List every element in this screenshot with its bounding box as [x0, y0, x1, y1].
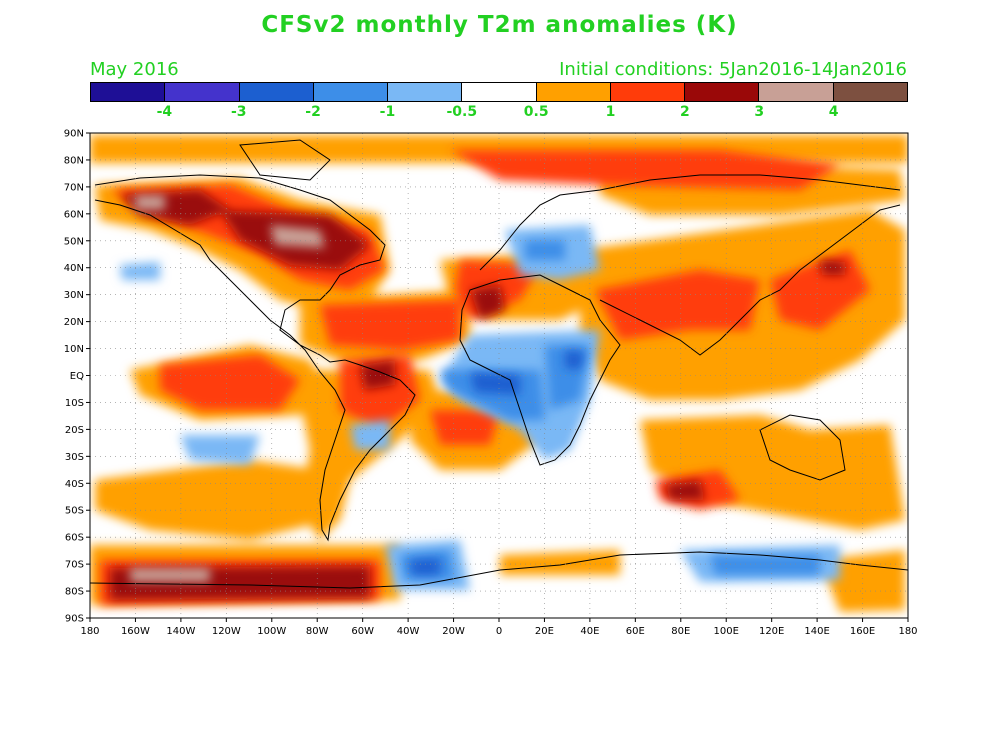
colorbar-cell [165, 83, 240, 101]
colorbar-label: -3 [230, 104, 247, 120]
lon-label: 100E [714, 626, 739, 637]
lon-label: 60E [626, 626, 645, 637]
lon-label: 20E [535, 626, 554, 637]
lat-label: 50N [64, 236, 84, 247]
lon-label: 40E [580, 626, 599, 637]
colorbar-cell [685, 83, 760, 101]
colorbar-label: 1 [605, 104, 616, 120]
latitude-labels: 90N 80N 70N 60N 50N 40N 30N 20N 10N EQ 10S 20S 30S 40… [64, 129, 90, 625]
lat-label: 90S [65, 614, 84, 625]
lat-label: 90N [64, 129, 84, 140]
lon-label: 140W [166, 626, 195, 637]
colorbar-cell [313, 83, 389, 101]
lat-label: 70S [65, 560, 84, 571]
lon-label: 160E [850, 626, 875, 637]
lat-label: 10S [65, 398, 84, 409]
anomaly-band-darkblue [410, 350, 585, 575]
lat-label: 40S [65, 479, 84, 490]
colorbar-cell [91, 83, 166, 101]
lon-label: 40W [397, 626, 420, 637]
colorbar-label: -2 [305, 104, 321, 120]
lat-label: 80N [64, 155, 84, 166]
lon-label: 180 [898, 626, 917, 637]
colorbar-cell [462, 83, 537, 101]
map-title: CFSv2 monthly T2m anomalies (K) [261, 12, 738, 38]
colorbar-cell [833, 83, 907, 101]
lat-label: 40N [64, 263, 84, 274]
colorbar-label: -1 [379, 104, 396, 120]
colorbar-label: 3 [754, 104, 765, 120]
lat-label: 20N [64, 317, 84, 328]
colorbar [90, 82, 908, 102]
colorbar-cell [536, 83, 611, 101]
coastlines [90, 139, 908, 589]
colorbar-label: 2 [680, 104, 690, 120]
colorbar-label: 0.5 [523, 104, 549, 120]
lon-label: 0 [496, 626, 502, 637]
lat-label: 30S [65, 452, 84, 463]
grid-lines [90, 133, 908, 618]
lon-label: 20W [442, 626, 465, 637]
lon-label: 140E [804, 626, 829, 637]
lon-label: 80E [671, 626, 690, 637]
lon-label: 160W [121, 626, 150, 637]
lat-label: 50S [65, 506, 84, 517]
forecast-month: May 2016 [90, 59, 179, 80]
lat-label: 80S [65, 587, 84, 598]
colorbar-cell [610, 83, 686, 101]
colorbar-cell [388, 83, 463, 101]
colorbar-label: 4 [828, 104, 839, 120]
lat-label: 10N [64, 344, 84, 355]
lat-label: 60N [64, 209, 84, 220]
lon-label: 60W [351, 626, 374, 637]
lon-label: 120W [212, 626, 241, 637]
initial-conditions: Initial conditions: 5Jan2016-14Jan2016 [559, 59, 907, 80]
lat-label: 20S [65, 425, 84, 436]
lat-label: 70N [64, 182, 84, 193]
lat-label: 60S [65, 533, 84, 544]
colorbar-cell [759, 83, 834, 101]
lon-label: 100W [257, 626, 286, 637]
lat-label: 30N [64, 290, 84, 301]
lon-label: 80W [306, 626, 329, 637]
longitude-labels: 180 160W 140W 120W 100W 80W 60W 40W 20W 0 20E 40E 60… [80, 618, 918, 637]
anomaly-band-pink [130, 195, 325, 582]
lat-label: EQ [70, 371, 84, 382]
colorbar-label: -4 [156, 104, 173, 120]
colorbar-cell [239, 83, 314, 101]
colorbar-label: -0.5 [446, 104, 478, 120]
lon-label: 180 [80, 626, 99, 637]
lon-label: 120E [759, 626, 784, 637]
